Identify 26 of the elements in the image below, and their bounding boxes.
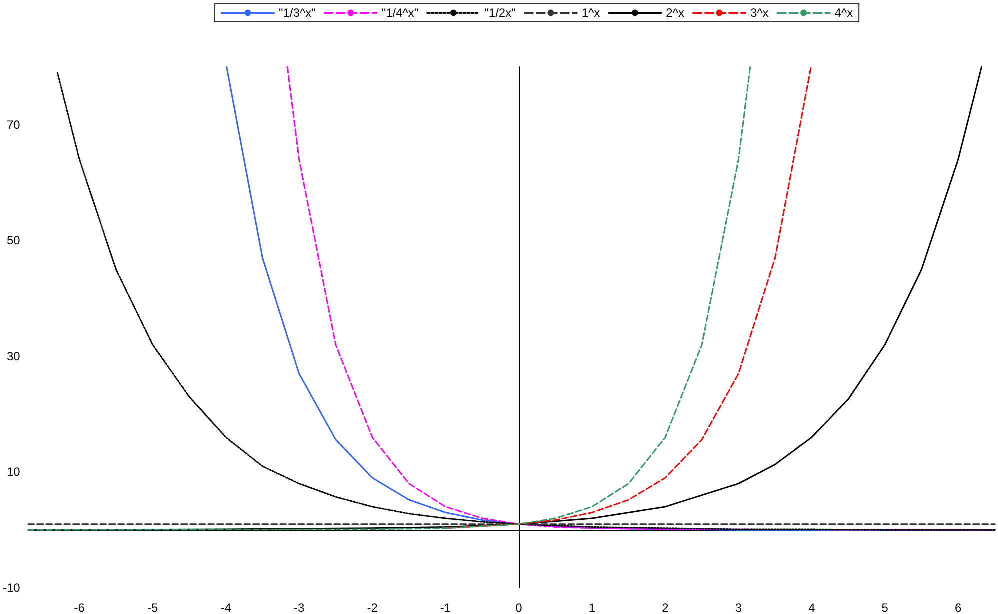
y-tick-label: 30 bbox=[6, 349, 21, 364]
x-tick-label: 4 bbox=[808, 601, 816, 614]
x-tick-label: -4 bbox=[220, 601, 232, 614]
legend-label: "1/3^x" bbox=[279, 6, 316, 20]
y-tick-label: 10 bbox=[6, 465, 21, 480]
x-tick-label: -1 bbox=[440, 601, 452, 614]
x-tick-label: -5 bbox=[148, 601, 158, 614]
legend-label: "1/4^x" bbox=[382, 6, 419, 20]
line-series bbox=[28, 66, 752, 531]
x-tick-label: 6 bbox=[955, 601, 962, 614]
x-tick-label: -6 bbox=[74, 601, 86, 614]
x-tick-label: -3 bbox=[294, 601, 305, 614]
y-tick-label: 70 bbox=[6, 118, 21, 132]
x-tick-label: 0 bbox=[516, 601, 523, 614]
x-tick-label: 2 bbox=[662, 601, 670, 614]
legend-label: 2^x bbox=[666, 6, 684, 20]
x-tick-label: 5 bbox=[882, 601, 889, 614]
y-tick-label: -10 bbox=[3, 581, 21, 595]
y-tick-label: 50 bbox=[6, 234, 21, 248]
legend-label: 3^x bbox=[750, 6, 769, 20]
x-tick-label: -2 bbox=[367, 601, 378, 614]
x-tick-label: 1 bbox=[588, 601, 596, 614]
legend-label: 1^x bbox=[582, 6, 600, 20]
legend-label: "1/2x" bbox=[484, 6, 516, 20]
legend-label: 4^x bbox=[834, 6, 854, 20]
x-tick-label: 3 bbox=[735, 601, 742, 614]
